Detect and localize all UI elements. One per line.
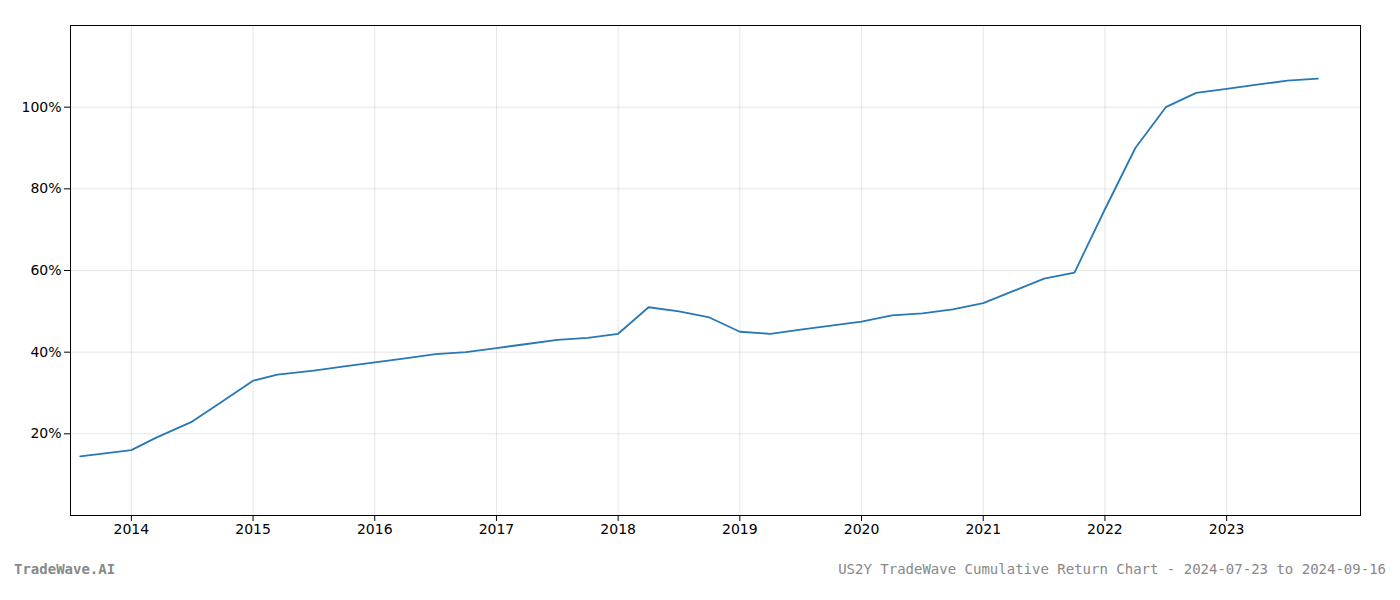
svg-text:2023: 2023	[1209, 521, 1245, 537]
svg-text:2014: 2014	[114, 521, 150, 537]
svg-text:2021: 2021	[965, 521, 1001, 537]
svg-text:2015: 2015	[235, 521, 271, 537]
svg-text:80%: 80%	[30, 180, 61, 196]
svg-text:60%: 60%	[30, 262, 61, 278]
svg-text:40%: 40%	[30, 344, 61, 360]
svg-text:2019: 2019	[722, 521, 758, 537]
svg-text:20%: 20%	[30, 425, 61, 441]
html-text:TradeWave.AI: TradeWave.AI	[14, 561, 116, 577]
html-text:US2Y TradeWave Cumulative Retu: US2Y TradeWave Cumulative Return Chart -…	[838, 561, 1386, 577]
svg-text:2017: 2017	[479, 521, 515, 537]
svg-text:100%: 100%	[21, 99, 61, 115]
svg-text:2020: 2020	[844, 521, 880, 537]
svg-text:2022: 2022	[1087, 521, 1123, 537]
svg-text:2016: 2016	[357, 521, 393, 537]
svg-text:2018: 2018	[600, 521, 636, 537]
